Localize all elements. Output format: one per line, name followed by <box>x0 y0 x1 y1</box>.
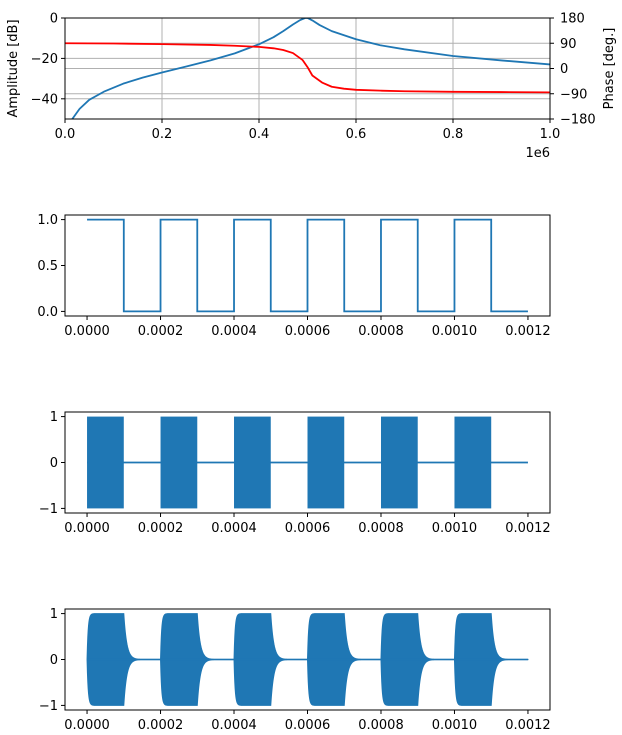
y-tick-label: 1 <box>50 607 58 622</box>
x-tick-label: 0.0012 <box>505 521 551 536</box>
y-tick-label: −40 <box>31 92 58 107</box>
x-tick-label: 0.0006 <box>285 521 331 536</box>
x-tick-label: 0.8 <box>443 127 464 142</box>
x-tick-label: 0.0004 <box>211 718 257 733</box>
x-tick-label: 0.0 <box>55 127 76 142</box>
x-tick-label: 0.0008 <box>358 324 404 339</box>
burst-block <box>454 416 492 509</box>
y-tick-label: 0.5 <box>37 259 58 274</box>
x-offset-label: 1e6 <box>525 146 550 161</box>
x-tick-label: 0.0004 <box>211 521 257 536</box>
amplitude-series-line <box>71 18 550 119</box>
x-tick-label: 0.0004 <box>211 324 257 339</box>
y-tick-label: −1 <box>39 699 58 714</box>
y-axis-label-left: Amplitude [dB] <box>6 19 21 117</box>
burst-block <box>307 416 345 509</box>
x-tick-label: 0.0010 <box>432 324 478 339</box>
x-tick-label: 1.0 <box>540 127 561 142</box>
x-tick-label: 0.0012 <box>505 718 551 733</box>
gated-carrier-panel: 0.0000 0.0002 0.0004 0.0006 0.0008 0.0010 0.00… <box>39 410 551 536</box>
y-axis-label-right: Phase [deg.] <box>602 28 617 110</box>
y-tick-label: 0 <box>50 456 58 471</box>
x-tick-label: 0.0006 <box>285 718 331 733</box>
y-right-tick-label: 90 <box>560 37 577 52</box>
x-tick-label: 0.0006 <box>285 324 331 339</box>
y-tick-label: 1 <box>50 410 58 425</box>
x-tick-label: 0.6 <box>346 127 367 142</box>
x-tick-label: 0.2 <box>152 127 173 142</box>
x-tick-label: 0.0000 <box>64 521 110 536</box>
y-tick-label: −20 <box>31 52 58 67</box>
burst-block <box>87 416 124 509</box>
x-tick-label: 0.4 <box>249 127 270 142</box>
x-tick-label: 0.0000 <box>64 718 110 733</box>
x-tick-label: 0.0008 <box>358 718 404 733</box>
burst-block <box>160 416 198 509</box>
y-tick-label: 0 <box>50 12 58 27</box>
frequency-response-panel: 0.0 0.2 0.4 0.6 0.8 1.0 0 −20 −40 180 90 0 −90 −180 Am… <box>6 12 617 162</box>
phase-series-line <box>65 42 550 94</box>
square-wave-line <box>87 218 528 313</box>
y-tick-label: 1.0 <box>37 213 58 228</box>
x-tick-label: 0.0000 <box>64 324 110 339</box>
y-tick-label: 0.0 <box>37 305 58 320</box>
x-tick-label: 0.0010 <box>432 718 478 733</box>
y-tick-label: 0 <box>50 653 58 668</box>
x-tick-label: 0.0002 <box>138 718 184 733</box>
y-right-tick-label: 180 <box>560 12 585 27</box>
x-tick-label: 0.0012 <box>505 324 551 339</box>
burst-block <box>234 416 271 509</box>
x-tick-label: 0.0002 <box>138 324 184 339</box>
square-wave-panel: 0.0000 0.0002 0.0004 0.0006 0.0008 0.0010 0.00… <box>37 213 550 339</box>
burst-block <box>380 416 418 509</box>
x-tick-label: 0.0008 <box>358 521 404 536</box>
y-right-tick-label: −180 <box>560 113 596 128</box>
resonator-output-panel: 0.0000 0.0002 0.0004 0.0006 0.0008 0.0010 0.00… <box>39 607 551 733</box>
y-tick-label: −1 <box>39 502 58 517</box>
y-right-tick-label: 0 <box>560 62 568 77</box>
x-tick-label: 0.0010 <box>432 521 478 536</box>
x-tick-label: 0.0002 <box>138 521 184 536</box>
y-right-tick-label: −90 <box>560 87 587 102</box>
